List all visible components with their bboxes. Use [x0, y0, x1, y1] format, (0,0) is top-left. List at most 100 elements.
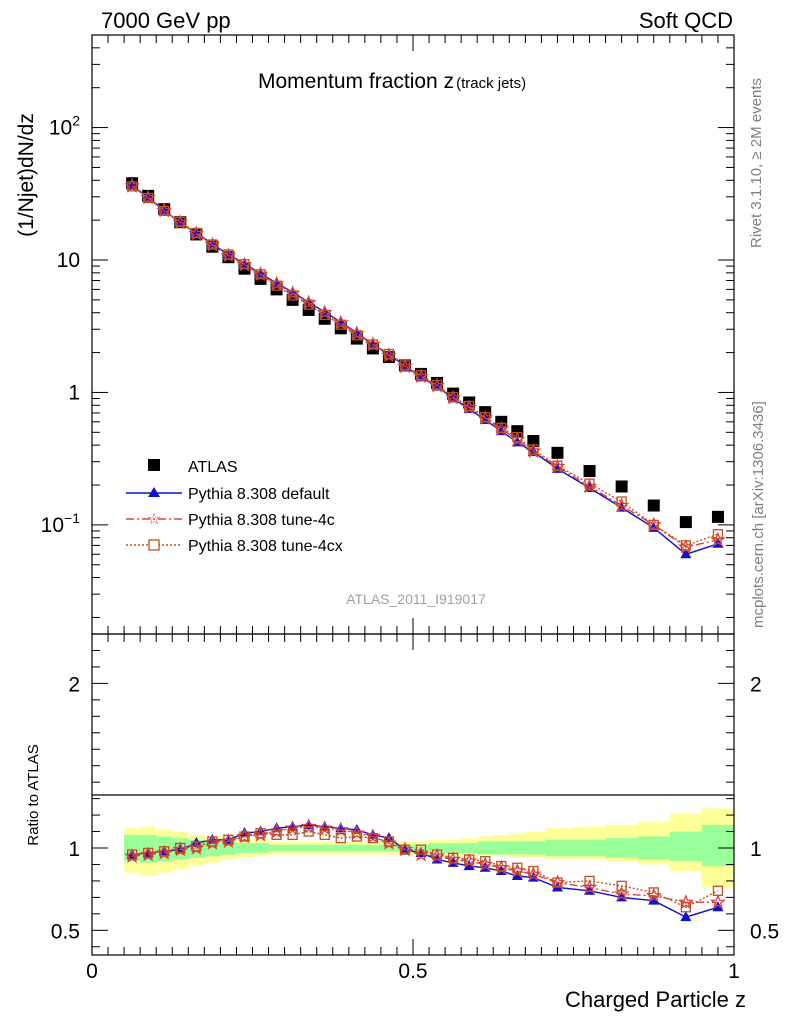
ratio-band-stat: [445, 843, 462, 853]
ratio-data-point: [271, 829, 282, 840]
main-data-point: [512, 431, 523, 443]
ratio-band-stat: [461, 843, 478, 853]
ratio-band-stat: [348, 844, 365, 852]
main-y-axis-label: (1/Njet)dN/dz: [15, 113, 38, 237]
main-data-point: [159, 205, 170, 217]
main-data-point: [552, 460, 563, 471]
ratio-band-stat: [493, 841, 510, 855]
chart-title: Momentum fraction z (track jets): [258, 70, 526, 93]
ratio-y-tick-label-right: 1: [750, 838, 762, 861]
ratio-data-point: [511, 869, 523, 880]
watermark: ATLAS_2011_I919017: [346, 591, 486, 607]
header-left: 7000 GeV pp: [101, 8, 231, 33]
ratio-data-point: [332, 821, 349, 837]
x-tick-label: 1: [728, 960, 740, 983]
legend-default-marker: [148, 487, 160, 497]
main-data-point: [175, 216, 186, 228]
main-data-point: [679, 516, 692, 529]
ratio-data-point: [584, 875, 595, 887]
main-y-tick-label-base: 10: [49, 117, 72, 140]
main-y-tick-label-base: 10: [41, 514, 64, 537]
ratio-band-stat: [236, 843, 253, 853]
ratio-data-point: [680, 911, 692, 922]
main-data-point: [680, 540, 691, 551]
ratio-panel: 2 21 10.5 0.5 0 0.5 1 Ratio to ATLAS Charged …: [25, 633, 779, 1012]
legend-atlas-label: ATLAS: [188, 459, 238, 476]
ratio-band-stat: [300, 844, 317, 852]
main-data-point: [143, 192, 154, 204]
ratio-data-point: [383, 836, 395, 847]
ratio-series-layer: [124, 818, 726, 922]
ratio-y-tick-label-right: 2: [750, 673, 762, 696]
ratio-y-tick-label-left: 0.5: [51, 920, 80, 943]
main-data-point: [367, 339, 379, 350]
ratio-band-stat: [509, 841, 526, 855]
ratio-band-stat: [316, 844, 333, 852]
ratio-y-tick-labels: 2 2 1 1 0.5 0.5: [51, 673, 779, 943]
ratio-data-point: [464, 854, 475, 865]
ratio-x-ticks: [91, 634, 735, 955]
main-data-point: [335, 319, 346, 330]
ratio-data-point: [303, 826, 314, 837]
main-data-point: [527, 434, 540, 447]
main-y-tick-label-exp: 2: [72, 113, 80, 129]
ratio-band-stat: [380, 844, 397, 852]
main-data-point: [271, 280, 282, 291]
main-data-point: [415, 370, 427, 381]
main-data-point: [126, 181, 138, 192]
ratio-data-point: [431, 849, 443, 860]
ratio-data-point: [255, 828, 266, 839]
main-y-tick-label: 1: [68, 381, 80, 404]
ratio-data-point: [712, 885, 724, 896]
main-data-point: [351, 330, 362, 341]
main-data-point: [223, 249, 234, 260]
main-data-point: [319, 309, 330, 321]
ratio-data-point: [480, 856, 491, 867]
main-data-point: [207, 239, 218, 250]
ratio-y-axis-label: Ratio to ATLAS: [25, 744, 42, 845]
main-data-point: [447, 392, 459, 403]
main-y-tick-label: 10: [57, 249, 80, 272]
main-data-point: [615, 480, 628, 493]
ratio-data-point: [319, 829, 330, 840]
ratio-data-point: [143, 847, 154, 859]
main-data-point: [431, 379, 443, 391]
main-data-point: [480, 412, 491, 423]
legend-default-label: Pythia 8.308 default: [188, 486, 330, 503]
main-y-tick-label-exp: −1: [64, 510, 80, 526]
main-y-ticks: [92, 34, 734, 618]
main-data-point: [551, 446, 564, 459]
main-data-point: [287, 290, 298, 301]
main-data-point: [511, 425, 524, 438]
ratio-data-point: [223, 834, 234, 845]
main-data-point: [239, 259, 250, 270]
ratio-series-line: [132, 830, 719, 909]
x-axis-label: Charged Particle z: [565, 987, 746, 1012]
ratio-data-point: [316, 819, 333, 835]
ratio-band-stat: [332, 844, 349, 852]
chart-title-sub: (track jets): [456, 75, 526, 92]
main-data-point: [383, 348, 395, 360]
ratio-data-point: [268, 823, 285, 839]
ratio-y-tick-label-left: 1: [68, 838, 80, 861]
main-data-point: [584, 478, 595, 489]
ratio-data-point: [712, 901, 724, 912]
x-tick-label: 0: [86, 960, 98, 983]
ratio-data-point: [648, 894, 660, 905]
legend-tune4c-marker: ☆: [147, 511, 161, 528]
ratio-band-stat: [545, 839, 574, 857]
ratio-data-point: [159, 846, 170, 857]
main-series-layer: [124, 177, 726, 559]
main-data-point: [399, 360, 411, 371]
ratio-band-stat: [573, 839, 606, 857]
ratio-data-point: [126, 849, 138, 860]
ratio-data-point: [415, 844, 427, 855]
main-y-tick-label: 10−1: [41, 510, 81, 537]
main-data-point: [191, 227, 202, 239]
main-data-point: [680, 548, 692, 559]
ratio-data-point: [677, 893, 694, 910]
ratio-data-point: [239, 831, 250, 842]
ratio-band-stat: [605, 838, 638, 858]
main-data-point: [464, 400, 475, 412]
ratio-x-tick-labels: 0 0.5 1: [86, 960, 740, 983]
